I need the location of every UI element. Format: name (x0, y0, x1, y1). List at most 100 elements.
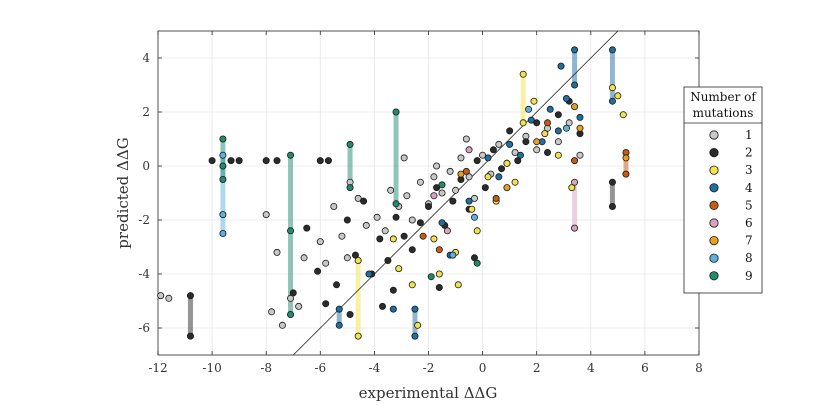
data-point-series-1 (533, 146, 541, 154)
data-point-series-1 (157, 292, 165, 300)
data-point-series-9 (287, 151, 295, 159)
data-point-series-3 (484, 173, 492, 181)
data-point-series-1 (416, 178, 424, 186)
data-point-series-2 (416, 219, 424, 227)
data-point-series-4 (411, 305, 419, 313)
data-point-series-1 (381, 227, 389, 235)
data-point-series-2 (522, 138, 530, 146)
data-point-series-1 (433, 162, 441, 170)
data-point-series-6 (443, 227, 451, 235)
data-point-series-1 (316, 238, 324, 246)
data-point-series-4 (608, 46, 616, 54)
data-point-series-6 (430, 192, 438, 200)
data-point-series-2 (424, 202, 432, 210)
legend: Number of mutations 1 2 3 4 5 6 7 8 9 (683, 86, 763, 294)
data-point-series-5 (571, 157, 579, 165)
data-point-series-2 (533, 119, 541, 127)
data-point-series-6 (465, 146, 473, 154)
data-point-series-4 (557, 62, 565, 70)
data-point-series-3 (430, 235, 438, 243)
x-tick-label: -8 (260, 361, 272, 375)
data-point-series-9 (346, 184, 354, 192)
data-point-series-2 (608, 178, 616, 186)
data-point-series-4 (516, 151, 524, 159)
data-point-series-2 (186, 332, 194, 340)
legend-label-5: 5 (745, 198, 753, 212)
data-point-series-2 (351, 251, 359, 259)
data-point-series-1 (338, 232, 346, 240)
data-point-series-6 (571, 178, 579, 186)
data-point-series-9 (473, 259, 481, 267)
data-point-series-2 (506, 127, 514, 135)
data-point-series-1 (495, 140, 503, 148)
y-tick-label: 2 (142, 105, 150, 119)
data-point-series-4 (546, 105, 554, 113)
data-point-series-4 (571, 81, 579, 89)
data-point-series-1 (387, 186, 395, 194)
legend-label-2: 2 (745, 146, 753, 160)
data-point-series-2 (433, 184, 441, 192)
data-point-series-4 (495, 173, 503, 181)
data-point-series-3 (354, 256, 362, 264)
data-point-series-2 (324, 157, 332, 165)
data-point-series-8 (219, 229, 227, 237)
legend-marker-5 (709, 200, 719, 210)
data-point-series-1 (446, 167, 454, 175)
data-point-series-3 (435, 270, 443, 278)
data-point-series-9 (438, 181, 446, 189)
data-point-series-9 (392, 108, 400, 116)
y-tick-label: -2 (138, 213, 150, 227)
data-point-series-9 (219, 162, 227, 170)
data-point-series-3 (530, 97, 538, 105)
data-point-series-1 (576, 151, 584, 159)
x-axis-title: experimental ΔΔG (359, 384, 498, 402)
y-tick-label: -4 (138, 267, 150, 281)
data-point-series-1 (465, 173, 473, 181)
data-point-series-5 (435, 246, 443, 254)
data-point-series-1 (165, 294, 173, 302)
data-point-series-8 (449, 251, 457, 259)
legend-label-7: 7 (745, 234, 753, 248)
data-point-series-4 (335, 321, 343, 329)
data-point-series-2 (208, 157, 216, 165)
data-point-series-9 (427, 273, 435, 281)
data-point-series-9 (219, 175, 227, 183)
x-tick-label: -12 (148, 361, 167, 375)
y-axis-title: predicted ΔΔG (114, 137, 132, 248)
data-point-series-9 (287, 310, 295, 318)
data-point-series-3 (354, 332, 362, 340)
data-point-series-4 (484, 154, 492, 162)
data-point-series-2 (316, 157, 324, 165)
legend-title-line2: mutations (693, 106, 754, 120)
data-point-series-3 (468, 205, 476, 213)
data-point-series-4 (389, 305, 397, 313)
data-point-series-3 (503, 159, 511, 167)
legend-marker-1 (709, 130, 719, 140)
data-point-series-4 (562, 95, 570, 103)
legend-items: 1 2 3 4 5 6 7 8 9 (709, 128, 753, 283)
data-point-series-1 (438, 189, 446, 197)
data-point-series-2 (273, 157, 281, 165)
data-point-series-7 (622, 154, 630, 162)
data-point-series-2 (514, 157, 522, 165)
data-point-series-2 (303, 224, 311, 232)
data-point-series-2 (554, 111, 562, 119)
data-point-series-2 (343, 216, 351, 224)
data-point-series-8 (525, 105, 533, 113)
data-point-series-2 (481, 184, 489, 192)
data-point-series-3 (454, 281, 462, 289)
data-point-series-2 (376, 235, 384, 243)
x-tick-label: -10 (202, 361, 221, 375)
data-point-series-3 (414, 321, 422, 329)
data-point-series-1 (268, 308, 276, 316)
legend-label-9: 9 (745, 269, 753, 283)
data-point-series-1 (295, 302, 303, 310)
data-point-series-1 (300, 254, 308, 262)
data-point-series-2 (322, 300, 330, 308)
data-point-series-1 (457, 154, 465, 162)
data-point-series-4 (465, 197, 473, 205)
data-point-series-2 (186, 292, 194, 300)
legend-label-6: 6 (745, 216, 753, 230)
data-point-series-1 (343, 254, 351, 262)
data-point-series-7 (503, 184, 511, 192)
